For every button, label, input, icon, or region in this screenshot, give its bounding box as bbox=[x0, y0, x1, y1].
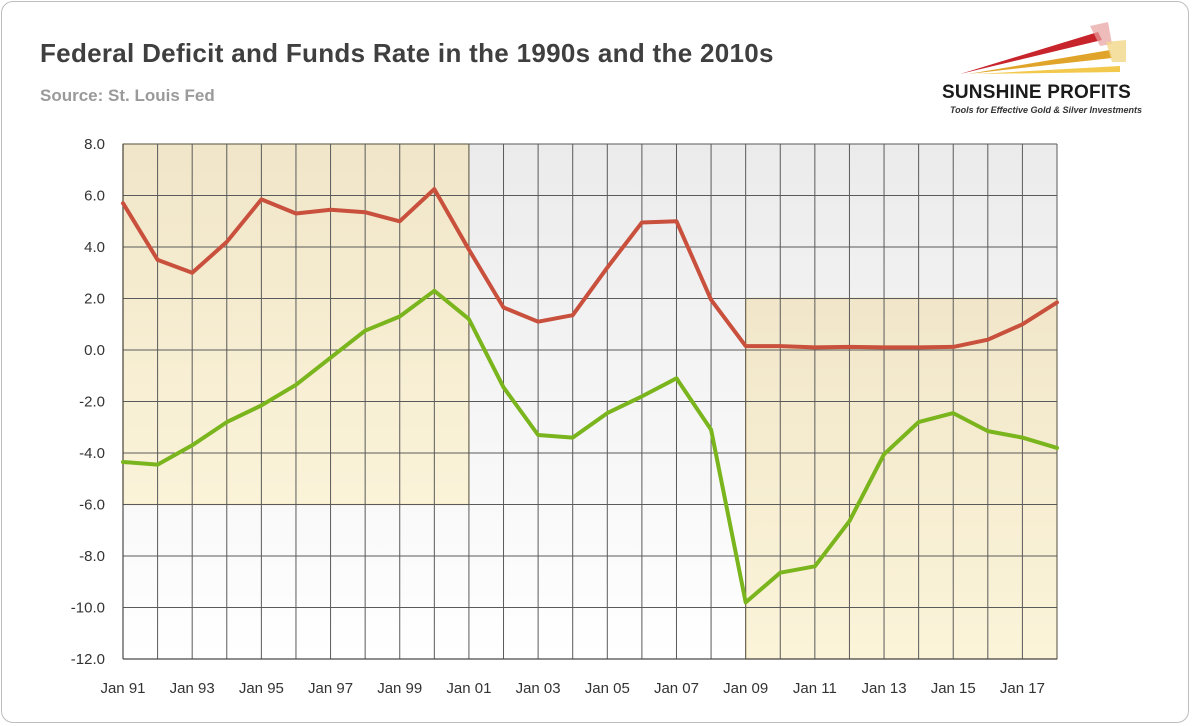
logo-tagline: Tools for Effective Gold & Silver Invest… bbox=[950, 105, 1143, 115]
x-tick-label: Jan 15 bbox=[931, 680, 976, 697]
logo-name: SUNSHINE PROFITS bbox=[942, 82, 1131, 103]
y-tick-label: -6.0 bbox=[79, 497, 105, 514]
y-tick-label: -4.0 bbox=[79, 445, 105, 462]
x-tick-label: Jan 01 bbox=[446, 680, 491, 697]
x-tick-label: Jan 07 bbox=[654, 680, 699, 697]
y-tick-label: -12.0 bbox=[71, 651, 105, 668]
x-tick-label: Jan 17 bbox=[1000, 680, 1045, 697]
sunshine-profits-logo: SUNSHINE PROFITS Tools for Effective Gol… bbox=[930, 18, 1175, 128]
y-tick-label: 6.0 bbox=[84, 188, 105, 205]
y-tick-label: -8.0 bbox=[79, 548, 105, 565]
x-tick-label: Jan 11 bbox=[793, 680, 837, 697]
sunshine-logo-mark-icon bbox=[960, 22, 1126, 74]
x-tick-label: Jan 09 bbox=[723, 680, 768, 697]
y-tick-label: 0.0 bbox=[84, 342, 105, 359]
chart-subtitle: Source: St. Louis Fed bbox=[40, 86, 215, 105]
y-tick-label: 2.0 bbox=[84, 291, 105, 308]
series-line-1 bbox=[121, 187, 1059, 350]
x-tick-label: Jan 95 bbox=[239, 680, 284, 697]
x-tick-label: Jan 03 bbox=[516, 680, 561, 697]
y-tick-label: -2.0 bbox=[79, 394, 105, 411]
chart-title: Federal Deficit and Funds Rate in the 19… bbox=[40, 38, 774, 68]
x-tick-label: Jan 13 bbox=[862, 680, 907, 697]
x-tick-label: Jan 99 bbox=[377, 680, 422, 697]
y-tick-label: 4.0 bbox=[84, 239, 105, 256]
series-line-2 bbox=[121, 288, 1059, 605]
y-tick-label: -10.0 bbox=[71, 600, 105, 617]
x-tick-label: Jan 93 bbox=[170, 680, 215, 697]
x-tick-label: Jan 97 bbox=[308, 680, 353, 697]
x-tick-label: Jan 05 bbox=[585, 680, 630, 697]
x-tick-label: Jan 91 bbox=[100, 680, 145, 697]
y-tick-label: 8.0 bbox=[84, 136, 105, 153]
highlight-region-2 bbox=[745, 297, 1058, 660]
